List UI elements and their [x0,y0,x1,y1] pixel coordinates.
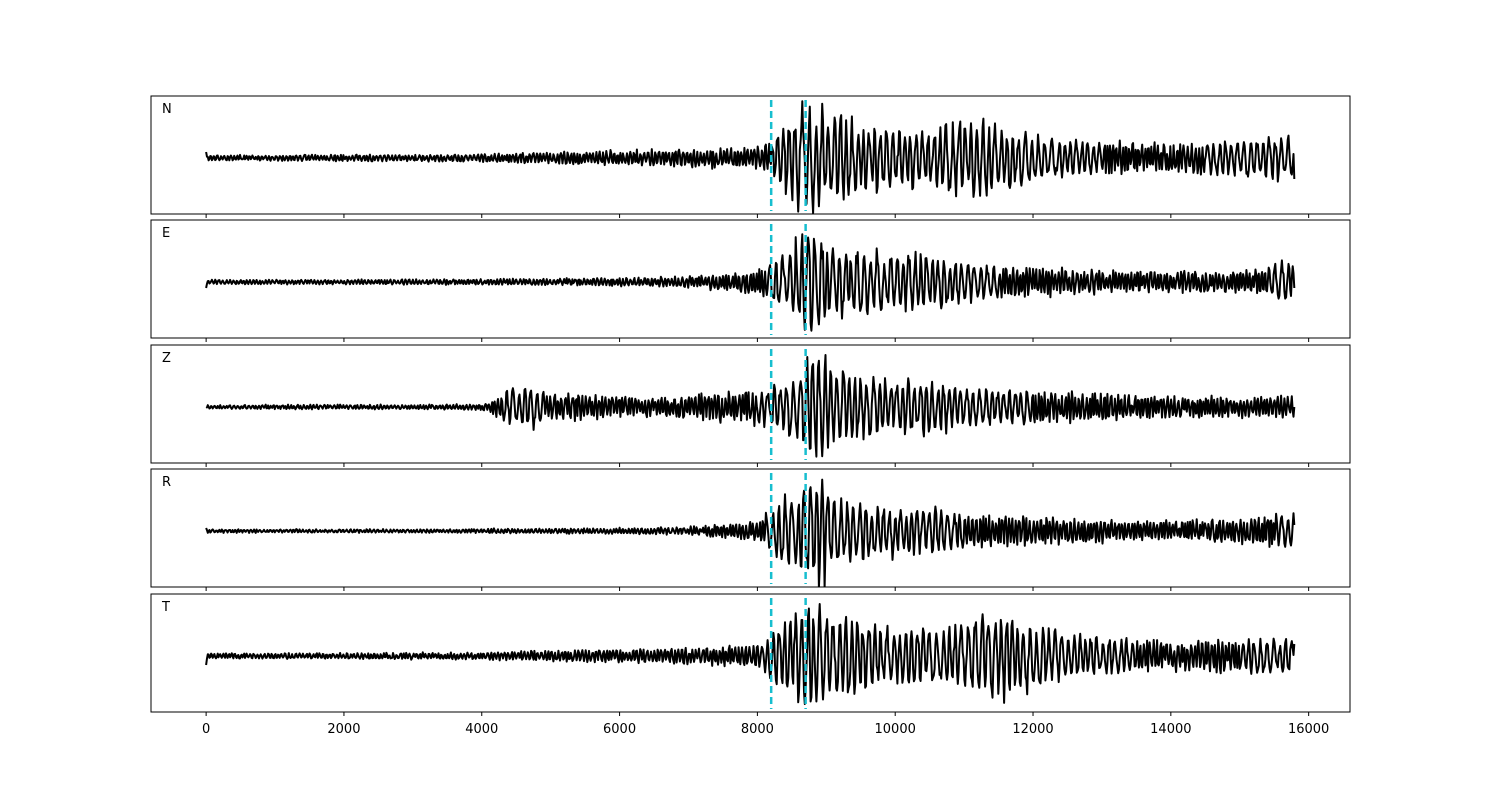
panel-frame [150,468,1351,588]
x-tick-label: 14000 [1150,722,1191,737]
x-tick-label: 16000 [1288,722,1329,737]
trace-t [205,603,1296,705]
panel-t: T [150,593,1351,716]
x-tick-label: 8000 [741,722,774,737]
panel-n: N [150,95,1351,218]
panel-label-z: Z [162,351,171,366]
trace-r [205,478,1296,587]
x-tick-label: 0 [202,722,210,737]
trace-n [205,100,1296,214]
panel-z: Z [150,344,1351,467]
x-tick-label: 4000 [465,722,498,737]
panel-label-n: N [162,102,172,117]
panel-label-t: T [161,600,170,615]
panel-frame [150,344,1351,464]
trace-z [205,354,1296,458]
x-tick-label: 12000 [1012,722,1053,737]
x-axis: 0 2000 4000 6000 8000 10000 12000 14000 16000 [202,722,1329,737]
panel-label-e: E [162,226,170,241]
x-tick-label: 10000 [875,722,916,737]
x-tick-label: 6000 [603,722,636,737]
panel-label-r: R [162,475,171,490]
panel-frame [150,219,1351,339]
panel-e: E [150,219,1351,342]
panel-frame [150,95,1351,215]
panel-frame [150,593,1351,713]
panel-r: R [150,468,1351,591]
trace-e [205,233,1296,332]
x-tick-label: 2000 [327,722,360,737]
panels-group: N E Z R T [150,95,1351,716]
